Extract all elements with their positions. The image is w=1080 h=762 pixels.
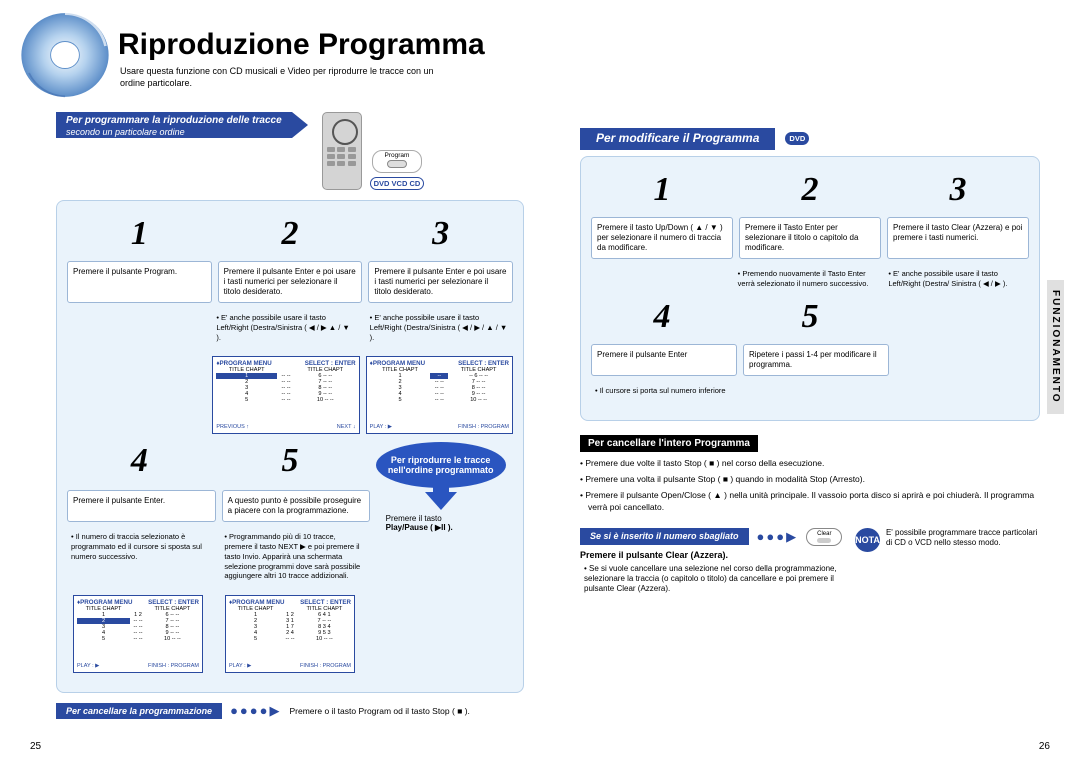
r-step-4: Premere il pulsante Enter xyxy=(591,344,737,376)
r-step-3: Premere il tasto Clear (Azzera) e poi pr… xyxy=(887,217,1029,259)
note-3: • E' anche possibile usare il tasto Left… xyxy=(366,311,513,344)
note-2: • E' anche possibile usare il tasto Left… xyxy=(212,311,359,344)
r-step-2: Premere il Tasto Enter per selezionare i… xyxy=(739,217,881,259)
r-note-2: • Premendo nuovamente il Tasto Enter ver… xyxy=(734,267,879,291)
r-num-4: 4 xyxy=(591,298,733,336)
r-step-1: Premere il tasto Up/Down ( ▲ / ▼ ) per s… xyxy=(591,217,733,259)
r-num-2: 2 xyxy=(739,171,881,209)
num-3: 3 xyxy=(368,215,513,253)
arrow-down-icon xyxy=(425,492,457,510)
page-num-left: 25 xyxy=(30,741,41,752)
nota-text: E' possibile programmare tracce particol… xyxy=(886,528,1040,549)
note-5: • Programmando più di 10 tracce, premere… xyxy=(220,530,367,583)
cancel-item-3: Premere il pulsante Open/Close ( ▲ ) nel… xyxy=(580,490,1040,514)
media-badges: DVD VCD CD xyxy=(370,177,425,190)
cancel-prog-banner: Per cancellare la programmazione xyxy=(56,703,222,719)
r-num-3: 3 xyxy=(887,171,1029,209)
banner-line1: Per programmare la riproduzione delle tr… xyxy=(66,115,282,127)
side-tab: FUNZIONAMENTO xyxy=(1047,280,1064,414)
r-note-4: • Il cursore si porta sul numero inferio… xyxy=(591,384,738,398)
disc-icon xyxy=(20,10,110,100)
step-4: Premere il pulsante Enter. xyxy=(67,490,216,522)
r-num-1: 1 xyxy=(591,171,733,209)
page-subtitle: Usare questa funzione con CD musicali e … xyxy=(120,66,440,89)
dvd-badge: DVD xyxy=(785,132,809,145)
nota-badge: NOTA xyxy=(855,528,880,552)
step-3: Premere il pulsante Enter e poi usare i … xyxy=(368,261,513,303)
cancel-item-2: Premere una volta il pulsante Stop ( ■ )… xyxy=(580,474,1040,486)
clear-chip: Clear xyxy=(806,528,842,546)
program-label: Program xyxy=(385,152,410,159)
note-4: • Il numero di traccia selezionato è pro… xyxy=(67,530,214,583)
banner-line2: secondo un particolare ordine xyxy=(66,127,282,137)
dots-icon-2: ●●●▶ xyxy=(757,529,799,545)
r-num-5: 5 xyxy=(739,298,881,336)
wrong-sub: Premere il pulsante Clear (Azzera). xyxy=(580,550,847,560)
page-title: Riproduzione Programma xyxy=(118,28,485,62)
wrong-num-banner: Se si è inserito il numero sbagliato xyxy=(580,528,749,544)
step-1: Premere il pulsante Program. xyxy=(67,261,212,303)
step-2: Premere il pulsante Enter e poi usare i … xyxy=(218,261,363,303)
mini-screen-a: ♦PROGRAM MENUSELECT : ENTER TITLE CHAPTT… xyxy=(212,356,359,434)
num-1: 1 xyxy=(67,215,212,253)
step-5: A questo punto è possibile proseguire a … xyxy=(222,490,371,522)
mini-screen-d: ♦PROGRAM MENUSELECT : ENTER TITLE CHAPTT… xyxy=(225,595,355,673)
right-panel: 1 2 3 Premere il tasto Up/Down ( ▲ / ▼ )… xyxy=(580,156,1040,421)
cancel-prog-text: Premere o il tasto Program od il tasto S… xyxy=(289,706,469,716)
wrong-note: • Se si vuole cancellare una selezione n… xyxy=(580,562,847,597)
mini-screen-c: ♦PROGRAM MENUSELECT : ENTER TITLE CHAPTT… xyxy=(73,595,203,673)
cancel-list: Premere due volte il tasto Stop ( ■ ) ne… xyxy=(580,458,1040,514)
r-note-3: • E' anche possibile usare il tasto Left… xyxy=(884,267,1029,291)
mini-screen-b: ♦PROGRAM MENUSELECT : ENTER TITLE CHAPTT… xyxy=(366,356,513,434)
r-step-5: Ripetere i passi 1-4 per modificare il p… xyxy=(743,344,889,376)
right-banner: Per modificare il Programma xyxy=(580,128,775,150)
page-num-right: 26 xyxy=(1039,741,1050,752)
cancel-all-title: Per cancellare l'intero Programma xyxy=(580,435,758,452)
cancel-item-1: Premere due volte il tasto Stop ( ■ ) ne… xyxy=(580,458,1040,470)
dots-icon: ●●●●▶ xyxy=(230,703,281,719)
left-banner: Per programmare la riproduzione delle tr… xyxy=(56,112,292,138)
remote-graphic xyxy=(322,112,362,190)
num-2: 2 xyxy=(218,215,363,253)
program-button-chip: Program xyxy=(372,150,423,173)
left-panel: 1 2 3 Premere il pulsante Program. Preme… xyxy=(56,200,524,693)
